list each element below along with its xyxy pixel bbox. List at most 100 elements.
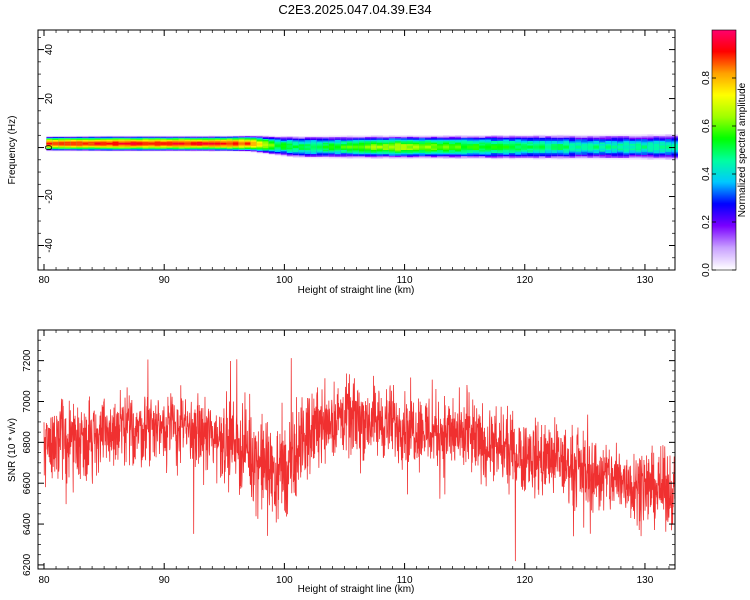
spectrogram-cell bbox=[376, 145, 384, 149]
spectrogram-xtick-label: 100 bbox=[276, 275, 293, 286]
colorbar-step bbox=[712, 258, 736, 261]
spectrogram-cell bbox=[485, 145, 492, 149]
colorbar-step bbox=[712, 122, 736, 125]
colorbar-step bbox=[712, 174, 736, 177]
spectrogram-cell bbox=[635, 145, 642, 149]
colorbar-step bbox=[712, 90, 736, 93]
spectrogram-cell bbox=[334, 145, 342, 149]
spectrogram-cell bbox=[364, 145, 372, 149]
colorbar-step bbox=[712, 32, 736, 35]
colorbar-step bbox=[712, 30, 736, 33]
spectrogram-cell bbox=[623, 145, 630, 149]
colorbar-tick-label: 0.8 bbox=[701, 71, 712, 85]
colorbar-step bbox=[712, 56, 736, 59]
spectrogram-cell bbox=[178, 142, 186, 145]
colorbar-step bbox=[712, 180, 736, 183]
colorbar-step bbox=[712, 76, 736, 79]
spectrogram-cell bbox=[328, 145, 336, 149]
spectrogram-cell bbox=[112, 142, 120, 145]
colorbar-step bbox=[712, 132, 736, 135]
spectrogram-cell bbox=[124, 142, 132, 145]
spectrogram-cell bbox=[346, 145, 354, 149]
spectrogram-cell bbox=[88, 142, 96, 145]
colorbar-gradient bbox=[712, 30, 736, 271]
spectrogram-ytick-label: 40 bbox=[44, 44, 55, 56]
colorbar-step bbox=[712, 54, 736, 57]
colorbar-step bbox=[712, 168, 736, 171]
spectrogram-cell bbox=[659, 145, 666, 149]
colorbar-step bbox=[712, 238, 736, 241]
spectrogram-cell bbox=[82, 142, 90, 145]
spectrogram-cell bbox=[533, 145, 540, 149]
spectrogram-cell bbox=[304, 145, 312, 149]
colorbar-step bbox=[712, 196, 736, 199]
spectrogram-cell bbox=[70, 142, 78, 145]
colorbar-step bbox=[712, 44, 736, 47]
colorbar-tick-label: 0.0 bbox=[701, 263, 712, 277]
spectrogram-cell bbox=[503, 145, 510, 149]
spectrogram-cell bbox=[52, 142, 60, 145]
spectrogram-xtick-label: 130 bbox=[637, 275, 654, 286]
spectrogram-cell bbox=[358, 145, 366, 149]
colorbar-step bbox=[712, 98, 736, 101]
colorbar-step bbox=[712, 140, 736, 143]
colorbar-step bbox=[712, 240, 736, 243]
colorbar-step bbox=[712, 118, 736, 121]
colorbar-step bbox=[712, 178, 736, 181]
spectrogram-xtick-label: 120 bbox=[516, 275, 533, 286]
colorbar-step bbox=[712, 164, 736, 167]
snr-frame bbox=[37, 329, 676, 570]
spectrogram-cell bbox=[256, 143, 264, 146]
colorbar-step bbox=[712, 206, 736, 209]
colorbar-step bbox=[712, 156, 736, 159]
spectrogram-cell bbox=[461, 145, 468, 149]
spectrogram-cell bbox=[154, 142, 162, 145]
colorbar-step bbox=[712, 252, 736, 255]
spectrogram-cell bbox=[551, 145, 558, 149]
colorbar-step bbox=[712, 188, 736, 191]
colorbar-step bbox=[712, 128, 736, 131]
colorbar-step bbox=[712, 194, 736, 197]
snr-ytick-label: 6200 bbox=[22, 553, 33, 576]
spectrogram-cell bbox=[262, 143, 270, 146]
snr-xtick-label: 80 bbox=[38, 575, 50, 586]
colorbar-step bbox=[712, 110, 736, 113]
colorbar-step bbox=[712, 262, 736, 265]
colorbar-step bbox=[712, 64, 736, 67]
colorbar-step bbox=[712, 254, 736, 257]
snr-ytick-label: 6400 bbox=[22, 513, 33, 536]
snr-xtick-label: 120 bbox=[516, 575, 533, 586]
colorbar-step bbox=[712, 66, 736, 69]
spectrogram-cell bbox=[665, 145, 672, 149]
colorbar-step bbox=[712, 172, 736, 175]
colorbar-step bbox=[712, 264, 736, 267]
spectrogram-cell bbox=[106, 142, 114, 145]
colorbar-label: Normalized spectral amplitude bbox=[737, 82, 748, 217]
spectrogram-cell bbox=[581, 145, 588, 149]
spectrogram-frame bbox=[37, 29, 676, 271]
colorbar-step bbox=[712, 218, 736, 221]
spectrogram-cell bbox=[274, 144, 282, 147]
colorbar-step bbox=[712, 232, 736, 235]
colorbar-step bbox=[712, 204, 736, 207]
colorbar-step bbox=[712, 250, 736, 253]
colorbar-tick-label: 0.4 bbox=[701, 167, 712, 181]
colorbar-step bbox=[712, 246, 736, 249]
colorbar-step bbox=[712, 210, 736, 213]
spectrogram-cell bbox=[370, 145, 378, 149]
colorbar-step bbox=[712, 152, 736, 155]
colorbar-step bbox=[712, 256, 736, 259]
colorbar-step bbox=[712, 190, 736, 193]
colorbar-step bbox=[712, 144, 736, 147]
colorbar-step bbox=[712, 102, 736, 105]
colorbar-step bbox=[712, 220, 736, 223]
colorbar-step bbox=[712, 212, 736, 215]
spectrogram-cell bbox=[118, 142, 126, 145]
colorbar-step bbox=[712, 166, 736, 169]
spectrogram-cell bbox=[316, 145, 324, 149]
colorbar-step bbox=[712, 150, 736, 153]
colorbar-step bbox=[712, 96, 736, 99]
colorbar-step bbox=[712, 88, 736, 91]
spectrogram-ytick-label: -20 bbox=[44, 189, 55, 204]
